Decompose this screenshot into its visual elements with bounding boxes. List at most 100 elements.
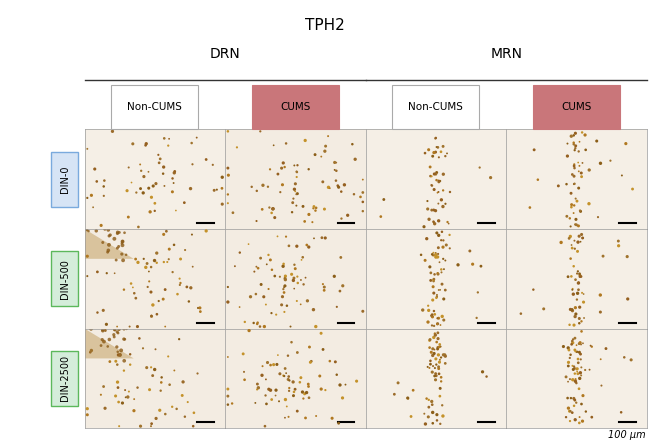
Text: Non-CUMS: Non-CUMS [127,102,182,112]
Point [337,394,348,401]
Point [566,190,577,197]
Point [268,361,279,368]
Point [120,336,130,343]
Point [133,384,143,391]
Point [256,281,266,288]
Point [430,370,441,377]
Point [477,368,488,376]
Point [146,194,157,201]
Point [425,163,436,170]
Point [98,326,108,333]
Point [577,235,588,242]
Point [573,355,583,363]
Point [291,168,302,175]
Point [192,370,203,377]
Point [318,346,328,353]
Point [578,392,588,399]
Point [435,356,445,363]
Point [127,140,138,148]
Point [431,171,441,178]
Point [82,405,92,412]
Point [426,312,436,319]
Point [99,192,109,199]
Point [112,343,122,351]
Point [432,177,442,184]
Point [292,279,303,286]
Point [103,343,113,350]
Point [422,198,433,205]
Point [109,270,120,277]
Point [169,169,179,177]
Point [577,328,587,335]
Point [283,413,294,421]
Point [445,231,455,239]
Point [436,378,447,385]
Point [424,307,434,314]
Point [82,411,92,418]
Point [289,285,300,292]
Point [439,317,449,324]
Point [297,388,307,396]
Point [294,379,305,386]
Point [564,359,574,366]
Point [171,207,181,214]
Point [275,189,285,196]
Point [118,238,128,245]
Point [598,252,608,260]
Point [569,165,580,172]
Point [280,365,291,372]
Point [569,322,579,329]
Point [261,392,271,399]
Point [567,244,577,252]
Point [430,149,441,156]
Point [579,314,590,322]
Point [266,266,277,273]
Point [98,383,109,390]
Point [426,173,437,180]
Point [114,243,124,250]
Point [146,289,156,296]
Point [428,249,439,256]
Point [578,235,588,242]
Point [408,387,419,394]
Point [183,399,193,406]
Point [558,343,569,350]
Point [109,326,120,333]
Point [538,306,549,313]
Point [337,282,348,289]
Point [428,219,439,226]
Point [98,307,109,314]
Point [561,373,571,380]
Point [192,134,202,141]
Point [569,202,579,209]
Point [112,323,122,330]
Point [567,376,578,383]
Point [575,270,585,277]
Point [335,288,345,295]
Point [573,239,583,246]
Point [565,355,575,362]
Point [438,143,448,150]
Point [124,323,135,330]
Point [562,140,573,147]
Point [422,206,433,213]
Point [115,351,125,359]
Point [223,401,233,408]
Point [155,387,166,394]
Point [142,260,152,267]
Point [333,182,343,189]
Point [573,222,584,229]
Point [310,207,320,214]
Point [428,409,438,416]
Point [252,380,263,388]
Point [584,166,594,173]
Point [270,214,280,221]
Point [264,204,274,211]
Point [417,306,428,314]
Point [292,190,302,197]
Point [436,237,447,244]
Point [556,239,566,246]
Point [279,284,289,291]
Point [164,381,175,388]
Point [436,196,447,203]
